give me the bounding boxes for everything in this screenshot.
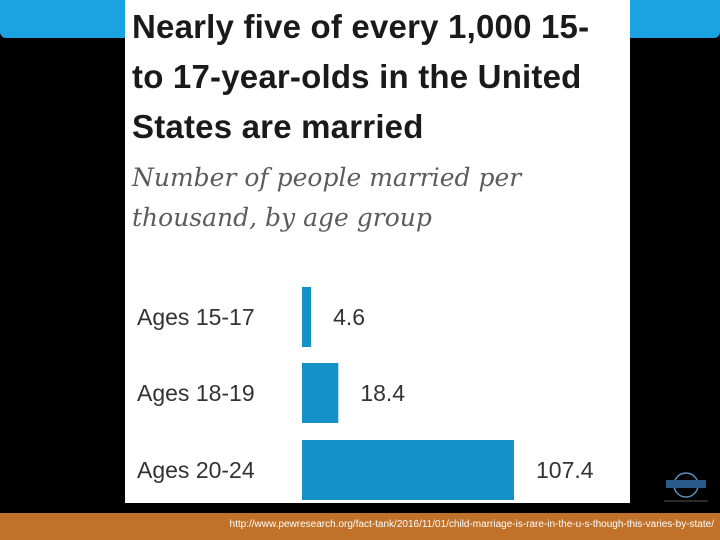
category-label: Ages 15-17: [137, 304, 255, 330]
category-label: Ages 20-24: [137, 457, 255, 483]
chart-subtitle: Number of people married per thousand, b…: [132, 163, 522, 232]
bar-chart: Ages 15-17 4.6 Ages 18-19 18.4 Ages 20-24 107…: [137, 287, 594, 500]
bar: [302, 440, 514, 500]
value-label: 4.6: [333, 304, 365, 330]
bar: [302, 287, 312, 347]
source-url-link[interactable]: http://www.pewresearch.org/fact-tank/201…: [229, 519, 714, 530]
bar: [302, 363, 339, 423]
value-label: 107.4: [536, 457, 594, 483]
category-label: Ages 18-19: [137, 380, 255, 406]
chart-panel: Nearly five of every 1,000 15- to 17-yea…: [125, 0, 630, 503]
chart-title: Nearly five of every 1,000 15- to 17-yea…: [132, 8, 590, 145]
footer-bar: http://www.pewresearch.org/fact-tank/201…: [0, 513, 720, 540]
organization-logo-icon: [664, 472, 708, 502]
value-label: 18.4: [360, 380, 405, 406]
